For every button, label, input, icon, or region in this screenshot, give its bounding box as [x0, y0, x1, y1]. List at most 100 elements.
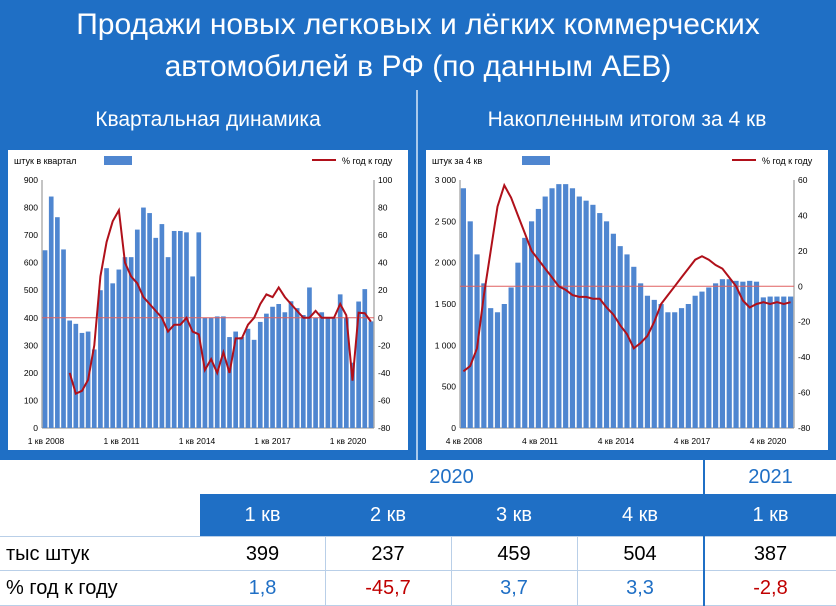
bar — [692, 295, 698, 428]
bar — [313, 317, 318, 428]
y-right-tick-label: -40 — [798, 352, 811, 362]
units-q4-2020: 504 — [623, 543, 657, 565]
x-tick-label: 4 кв 2020 — [750, 436, 787, 446]
bar — [576, 196, 582, 428]
y-left-tick-label: 0 — [33, 423, 38, 433]
x-tick-label: 1 кв 2011 — [104, 436, 140, 446]
bar — [202, 317, 208, 428]
bar — [264, 313, 269, 428]
y-right-tick-label: -60 — [378, 395, 391, 405]
bar — [515, 262, 521, 428]
bar — [556, 184, 562, 428]
y-right-tick-label: 0 — [378, 313, 383, 323]
row-yoy-label: % год к году — [6, 577, 118, 599]
y-left-tick-label: 700 — [24, 230, 38, 240]
quarter-2-2020: 2 кв — [369, 504, 407, 526]
bar — [522, 237, 528, 428]
bar — [781, 296, 787, 428]
bar — [583, 200, 589, 428]
table-line-2 — [0, 570, 836, 571]
legend-bars-label: штук в квартал — [14, 156, 76, 166]
y-right-tick-label: -80 — [798, 423, 811, 433]
table-year-separator — [703, 460, 705, 606]
right-chart-frame: штук за 4 кв % год к году 0 500 1 000 1 500 2 … — [418, 150, 836, 460]
bar — [542, 196, 548, 428]
table-vline-1 — [325, 536, 326, 606]
bar — [325, 317, 331, 428]
bar — [300, 315, 306, 428]
y-right-tick-label: 60 — [798, 175, 808, 185]
bar — [788, 296, 794, 428]
bar — [239, 337, 245, 428]
bar — [488, 308, 494, 428]
bar — [190, 276, 195, 428]
y-left-tick-label: 500 — [24, 285, 38, 295]
bar — [362, 289, 368, 428]
y-right-tick-label: 100 — [378, 175, 392, 185]
x-tick-label: 1 кв 2017 — [254, 436, 291, 446]
y-left-tick-label: 2 500 — [435, 216, 457, 226]
legend-bars-swatch — [522, 156, 550, 165]
left-panel-title: Квартальная динамика — [0, 90, 416, 150]
bar — [753, 281, 760, 428]
bar — [590, 204, 596, 428]
bar — [733, 280, 739, 428]
bar — [597, 213, 603, 428]
bar — [343, 318, 349, 428]
bar — [706, 287, 712, 428]
bar — [713, 283, 719, 428]
bar — [678, 308, 685, 428]
bar — [481, 283, 487, 428]
y-left-tick-label: 200 — [24, 368, 38, 378]
bar — [221, 316, 226, 428]
bar — [774, 296, 780, 428]
bar — [368, 321, 374, 428]
y-left-tick-label: 2 000 — [435, 258, 457, 268]
summary-table: 2020 2021 1 кв 2 кв 3 кв 4 кв 1 кв тыс ш… — [0, 460, 836, 606]
bar — [104, 268, 109, 428]
quarter-1-2021: 1 кв — [752, 504, 789, 526]
y-right-tick-label: -60 — [798, 388, 811, 398]
bar — [147, 213, 152, 428]
yoy-q2-2020: -45,7 — [365, 577, 411, 599]
bar — [307, 287, 312, 428]
yoy-q4-2020: 3,3 — [626, 577, 654, 599]
bar — [159, 224, 165, 428]
bar — [624, 254, 630, 428]
quarter-1-2020: 1 кв — [244, 504, 281, 526]
legend-bars-label: штук за 4 кв — [432, 156, 482, 166]
bar — [699, 291, 705, 428]
legend-line-label: % год к году — [762, 156, 813, 166]
table-vline-2 — [451, 536, 452, 606]
units-q3-2020: 459 — [497, 543, 531, 565]
y-right-tick-label: 20 — [378, 285, 388, 295]
bar — [350, 362, 355, 428]
main-title: Продажи новых легковых и лёгких коммерче… — [0, 0, 836, 90]
bar — [356, 301, 361, 428]
title-line-2: автомобилей в РФ (по данным АЕВ) — [164, 50, 672, 83]
bar — [91, 349, 97, 428]
bar — [528, 221, 535, 428]
bar — [767, 296, 773, 428]
y-right-tick-label: 60 — [378, 230, 388, 240]
y-left-tick-label: 100 — [24, 395, 38, 405]
x-tick-label: 1 кв 2008 — [28, 436, 65, 446]
bar — [171, 230, 177, 428]
bar — [603, 221, 610, 428]
bar — [658, 304, 664, 428]
bar — [549, 188, 555, 428]
bar — [719, 279, 726, 428]
bar — [726, 279, 732, 428]
x-tick-label: 1 кв 2020 — [330, 436, 367, 446]
bar — [747, 280, 753, 428]
bar — [165, 257, 171, 428]
x-tick-label: 4 кв 2017 — [674, 436, 711, 446]
quarter-header-row — [200, 494, 836, 536]
bar — [42, 250, 48, 428]
y-right-tick-label: -20 — [378, 340, 391, 350]
bar — [177, 230, 183, 428]
bar — [685, 304, 691, 428]
bar — [153, 237, 159, 428]
cumulative-chart: штук за 4 кв % год к году 0 500 1 000 1 500 2 … — [426, 150, 828, 450]
y-left-tick-label: 300 — [24, 340, 38, 350]
